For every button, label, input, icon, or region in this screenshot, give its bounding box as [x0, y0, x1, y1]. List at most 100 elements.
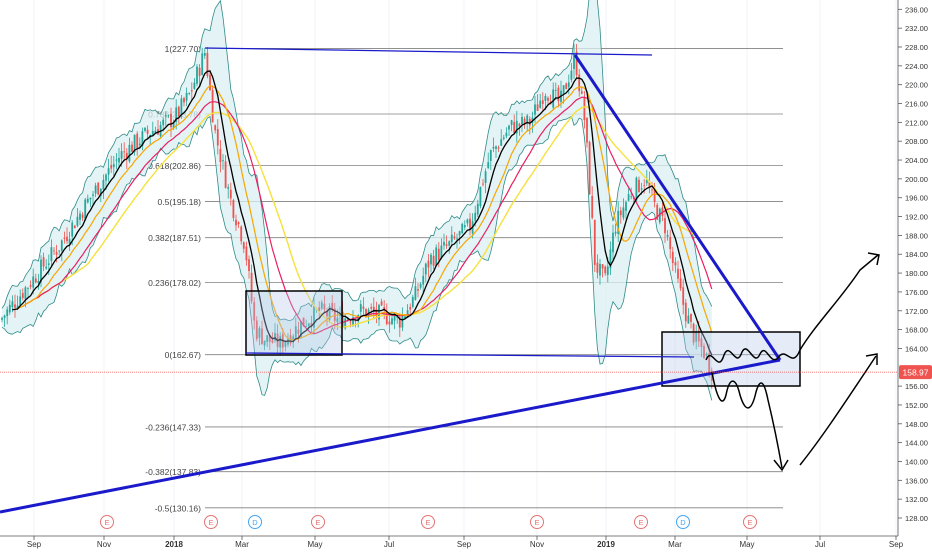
candle-body[interactable]	[16, 305, 19, 309]
candle-body[interactable]	[658, 208, 661, 223]
candle-body[interactable]	[73, 225, 76, 229]
candle-body[interactable]	[214, 125, 217, 131]
candle-body[interactable]	[279, 336, 282, 348]
top-horizontal-trendline[interactable]	[204, 47, 653, 56]
projection-wave-inside-box[interactable]	[705, 348, 779, 363]
candle-body[interactable]	[424, 263, 427, 275]
candle-body[interactable]	[248, 259, 250, 272]
candle-body[interactable]	[687, 315, 690, 324]
candle-body[interactable]	[118, 157, 120, 163]
candle-body[interactable]	[440, 245, 443, 259]
candle-body[interactable]	[401, 315, 404, 328]
candle-body[interactable]	[427, 260, 430, 268]
candle-body[interactable]	[219, 148, 222, 163]
candle-body[interactable]	[128, 144, 131, 162]
candle-body[interactable]	[554, 90, 557, 91]
candle-body[interactable]	[170, 113, 172, 128]
candle-body[interactable]	[570, 70, 573, 80]
candle-body[interactable]	[346, 319, 349, 321]
candle-body[interactable]	[487, 162, 490, 168]
earnings-marker[interactable]	[634, 515, 648, 529]
candle-body[interactable]	[344, 318, 347, 329]
candle-body[interactable]	[89, 197, 92, 200]
candle-body[interactable]	[185, 92, 188, 101]
candle-body[interactable]	[261, 328, 263, 345]
candle-body[interactable]	[404, 316, 406, 318]
candle-body[interactable]	[359, 304, 362, 312]
candle-body[interactable]	[604, 266, 607, 274]
candle-body[interactable]	[352, 317, 354, 326]
projection-wave-up-2[interactable]	[799, 355, 877, 466]
candle-body[interactable]	[630, 196, 633, 198]
moving-average-fast-line[interactable]	[12, 70, 713, 356]
candle-body[interactable]	[575, 51, 578, 76]
candle-body[interactable]	[388, 321, 391, 325]
candle-body[interactable]	[271, 340, 274, 343]
candle-body[interactable]	[495, 146, 497, 149]
candle-body[interactable]	[19, 296, 22, 306]
candle-body[interactable]	[648, 181, 651, 189]
dividend-marker[interactable]	[676, 515, 690, 529]
candle-body[interactable]	[305, 325, 308, 327]
candle-body[interactable]	[508, 125, 510, 130]
candle-body[interactable]	[703, 345, 705, 358]
candle-body[interactable]	[292, 336, 295, 341]
candle-body[interactable]	[539, 100, 542, 108]
candle-body[interactable]	[606, 266, 609, 275]
candle-body[interactable]	[619, 210, 622, 216]
candle-body[interactable]	[599, 263, 601, 276]
candle-body[interactable]	[684, 302, 687, 322]
candle-body[interactable]	[596, 262, 599, 273]
candle-body[interactable]	[692, 323, 695, 343]
candle-body[interactable]	[456, 238, 458, 240]
candle-body[interactable]	[435, 247, 438, 266]
candle-body[interactable]	[1, 317, 3, 320]
candle-body[interactable]	[383, 306, 386, 310]
candle-body[interactable]	[638, 179, 640, 193]
candle-body[interactable]	[482, 183, 484, 185]
candle-body[interactable]	[578, 74, 581, 92]
candle-body[interactable]	[232, 200, 235, 219]
candle-body[interactable]	[336, 317, 339, 323]
candle-body[interactable]	[209, 74, 211, 91]
candle-body[interactable]	[656, 204, 659, 220]
candle-body[interactable]	[422, 275, 425, 285]
candle-body[interactable]	[450, 234, 453, 243]
candle-body[interactable]	[380, 301, 383, 306]
candle-body[interactable]	[268, 334, 271, 342]
candle-body[interactable]	[505, 132, 508, 137]
candle-body[interactable]	[227, 187, 230, 189]
candle-body[interactable]	[50, 247, 53, 261]
candle-body[interactable]	[510, 120, 513, 125]
candle-body[interactable]	[669, 237, 672, 249]
candle-body[interactable]	[617, 210, 620, 235]
dividend-marker[interactable]	[248, 515, 262, 529]
descending-trendline[interactable]	[573, 54, 782, 361]
candle-body[interactable]	[190, 90, 193, 92]
candle-body[interactable]	[297, 329, 300, 334]
candle-body[interactable]	[521, 116, 523, 124]
candle-body[interactable]	[474, 212, 477, 221]
candle-body[interactable]	[323, 303, 326, 310]
candle-body[interactable]	[583, 97, 586, 121]
candle-body[interactable]	[229, 189, 232, 199]
candle-body[interactable]	[476, 203, 479, 215]
candle-body[interactable]	[479, 186, 482, 207]
projection-arrowhead-up-1[interactable]	[867, 252, 880, 266]
candle-body[interactable]	[138, 143, 141, 146]
candle-body[interactable]	[357, 315, 360, 322]
candle-body[interactable]	[125, 152, 128, 159]
candle-body[interactable]	[274, 332, 276, 341]
candle-body[interactable]	[203, 53, 206, 56]
candle-body[interactable]	[133, 134, 136, 152]
candle-body[interactable]	[609, 249, 612, 269]
candle-body[interactable]	[320, 302, 323, 309]
candle-body[interactable]	[107, 168, 110, 175]
candle-body[interactable]	[211, 90, 214, 123]
candle-body[interactable]	[565, 83, 568, 90]
candle-body[interactable]	[27, 287, 29, 289]
candle-body[interactable]	[112, 164, 115, 168]
candle-body[interactable]	[326, 311, 328, 317]
candle-body[interactable]	[224, 161, 227, 188]
candle-body[interactable]	[469, 218, 471, 231]
